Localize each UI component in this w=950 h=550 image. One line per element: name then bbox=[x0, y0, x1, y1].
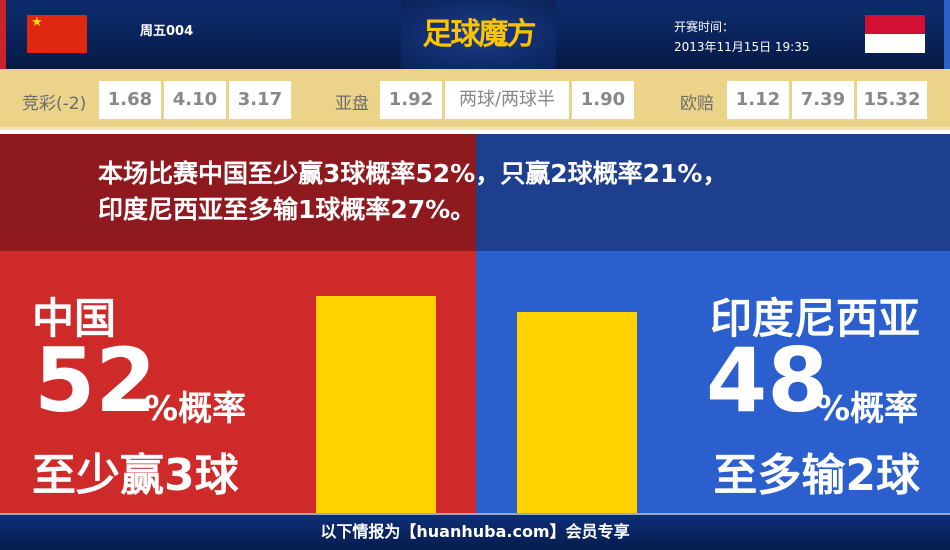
home-panel: 中国 52 %概率 至少赢3球 bbox=[0, 251, 476, 513]
jingcai-odd: 3.17 bbox=[229, 81, 291, 119]
match-header: ★ 周五004 足球魔方 开赛时间： 2013年11月15日 19:35 bbox=[0, 0, 950, 69]
away-percent: 48 bbox=[706, 329, 829, 432]
oupei-odd: 15.32 bbox=[857, 81, 927, 119]
home-team-name: 中国 bbox=[32, 294, 117, 343]
summary-line: 本场比赛中国至少赢3球概率52%，只赢2球概率21%， bbox=[98, 159, 728, 188]
away-panel: 印度尼西亚 48 %概率 至多输2球 bbox=[476, 251, 950, 513]
jingcai-odd: 1.68 bbox=[99, 81, 161, 119]
yapan-handicap: 两球/两球半 bbox=[445, 81, 569, 119]
home-desc: 至少赢3球 bbox=[32, 450, 239, 501]
yapan-odd: 1.92 bbox=[380, 81, 442, 119]
indonesia-flag-icon bbox=[865, 15, 925, 53]
summary-line: 印度尼西亚至多输1球概率27%。 bbox=[98, 195, 476, 224]
kickoff-label: 开赛时间： bbox=[674, 20, 735, 34]
match-number: 周五004 bbox=[140, 24, 194, 39]
jingcai-label: 竞彩(-2) bbox=[22, 94, 87, 114]
home-probability-bar bbox=[316, 295, 436, 513]
home-percent: 52 bbox=[34, 329, 157, 432]
away-probability-bar bbox=[517, 312, 637, 513]
yapan-odd: 1.90 bbox=[572, 81, 634, 119]
away-desc: 至多输2球 bbox=[713, 450, 920, 501]
logo: 足球魔方 bbox=[401, 0, 556, 69]
home-percent-unit: %概率 bbox=[144, 389, 247, 429]
away-team-name: 印度尼西亚 bbox=[709, 294, 920, 343]
away-percent-unit: %概率 bbox=[816, 389, 919, 429]
summary-banner: 本场比赛中国至少赢3球概率52%，只赢2球概率21%， 印度尼西亚至多输1球概率… bbox=[0, 134, 950, 251]
china-flag-icon: ★ bbox=[27, 15, 87, 53]
oupei-label: 欧赔 bbox=[680, 94, 714, 114]
member-footer[interactable]: 以下情报为【huanhuba.com】会员专享 bbox=[0, 513, 950, 550]
oupei-odd: 1.12 bbox=[727, 81, 789, 119]
oupei-odd: 7.39 bbox=[792, 81, 854, 119]
yapan-label: 亚盘 bbox=[335, 94, 369, 114]
kickoff-time: 2013年11月15日 19:35 bbox=[674, 40, 810, 54]
odds-bar: 竞彩(-2) 1.68 4.10 3.17 亚盘 1.92 两球/两球半 1.9… bbox=[0, 69, 950, 130]
jingcai-odd: 4.10 bbox=[164, 81, 226, 119]
